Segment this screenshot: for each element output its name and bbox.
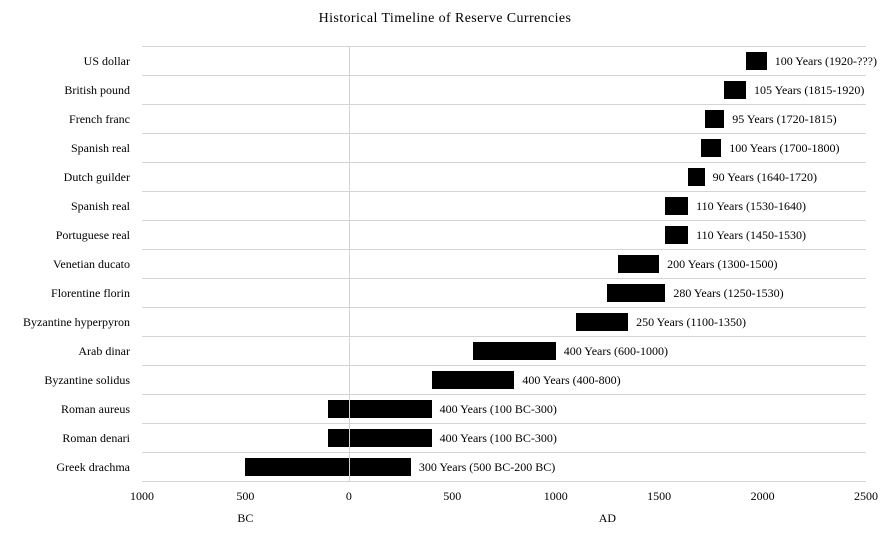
x-tick-label: 1500 <box>647 489 672 503</box>
x-tick-label: 2000 <box>750 489 775 503</box>
timeline-bar <box>688 168 705 186</box>
timeline-bar <box>665 197 689 215</box>
x-tick-label: 2500 <box>854 489 878 503</box>
bar-annotation: 200 Years (1300-1500) <box>667 257 778 271</box>
timeline-bar <box>607 284 666 302</box>
plot-area: US dollar 100 Years (1920-???) British pou… <box>23 46 877 482</box>
zero-year-gridline <box>348 47 350 482</box>
category-label: Greek drachma <box>56 460 130 474</box>
bar-annotation: 400 Years (600-1000) <box>563 344 669 358</box>
category-label: US dollar <box>83 54 130 68</box>
timeline-bar <box>328 429 432 447</box>
bar-annotation: 280 Years (1250-1530) <box>673 286 784 300</box>
category-label: Florentine florin <box>51 286 130 300</box>
bar-annotation: 110 Years (1450-1530) <box>696 228 806 242</box>
chart-row: Spanish real 110 Years (1530-1640) <box>71 192 866 221</box>
timeline-bar <box>700 139 722 157</box>
category-label: Byzantine hyperpyron <box>23 315 130 329</box>
bar-annotation: 300 Years (500 BC-200 BC) <box>418 460 556 474</box>
timeline-bar <box>746 52 767 70</box>
timeline-bar <box>704 110 725 128</box>
category-label: Arab dinar <box>78 344 130 358</box>
bar-annotation: 100 Years (1920-???) <box>774 54 878 68</box>
bar-annotation: 400 Years (100 BC-300) <box>439 402 557 416</box>
category-label: Byzantine solidus <box>44 373 130 387</box>
x-tick-label: 500 <box>443 489 462 503</box>
chart-row: Venetian ducato 200 Years (1300-1500) <box>53 250 866 279</box>
timeline-bar <box>665 226 689 244</box>
bar-annotation: 110 Years (1530-1640) <box>696 199 806 213</box>
category-label: Spanish real <box>71 141 130 155</box>
chart-row: US dollar 100 Years (1920-???) <box>84 47 877 76</box>
category-label: Dutch guilder <box>63 170 130 184</box>
bar-annotation: 100 Years (1700-1800) <box>729 141 840 155</box>
chart-row: British pound 105 Years (1815-1920) <box>64 76 866 105</box>
category-label: Venetian ducato <box>53 257 130 271</box>
x-tick-label: 0 <box>345 489 352 503</box>
category-label: Roman denari <box>62 431 130 445</box>
chart-row: Dutch guilder 90 Years (1640-1720) <box>64 163 866 192</box>
chart-row: Roman aureus 400 Years (100 BC-300) <box>61 395 866 424</box>
bar-annotation: 250 Years (1100-1350) <box>636 315 746 329</box>
x-tick-label: 1000 <box>543 489 568 503</box>
x-axis-era-labels: BC AD <box>142 511 866 527</box>
axis-era-label: AD <box>598 511 617 525</box>
bar-annotation: 400 Years (400-800) <box>522 373 621 387</box>
x-tick-label: 500 <box>236 489 255 503</box>
bar-annotation: 400 Years (100 BC-300) <box>439 431 557 445</box>
category-label: French franc <box>69 112 130 126</box>
category-label: Portuguese real <box>55 228 130 242</box>
category-label: Roman aureus <box>61 402 130 416</box>
bar-annotation: 90 Years (1640-1720) <box>712 170 817 184</box>
timeline-bar <box>576 313 629 331</box>
chart-row: Florentine florin 280 Years (1250-1530) <box>51 279 866 308</box>
chart-row: Greek drachma 300 Years (500 BC-200 BC) <box>56 453 866 482</box>
timeline-bar <box>724 81 747 99</box>
chart-row: Roman denari 400 Years (100 BC-300) <box>62 424 866 453</box>
chart-row: Spanish real 100 Years (1700-1800) <box>71 134 866 163</box>
bar-annotation: 95 Years (1720-1815) <box>732 112 837 126</box>
timeline-bar <box>245 458 411 476</box>
timeline-bar <box>472 342 556 360</box>
chart-row: French franc 95 Years (1720-1815) <box>69 105 866 134</box>
bar-annotation: 105 Years (1815-1920) <box>754 83 865 97</box>
x-axis-tick-labels: 1000 500 0 500 1000 1500 2000 2500 <box>130 489 878 505</box>
chart-row: Portuguese real 110 Years (1450-1530) <box>56 221 866 250</box>
chart-row: Byzantine hyperpyron 250 Years (1100-1350… <box>23 308 866 337</box>
category-label: Spanish real <box>71 199 130 213</box>
axis-era-label: BC <box>237 511 254 525</box>
chart-row: Arab dinar 400 Years (600-1000) <box>78 337 866 366</box>
timeline-bar <box>617 255 660 273</box>
timeline-bar <box>431 371 515 389</box>
timeline-bar <box>328 400 432 418</box>
chart-title: Historical Timeline of Reserve Currencie… <box>318 11 572 26</box>
chart-row: Byzantine solidus 400 Years (400-800) <box>44 366 866 395</box>
category-label: British pound <box>64 83 130 97</box>
x-tick-label: 1000 <box>130 489 154 503</box>
